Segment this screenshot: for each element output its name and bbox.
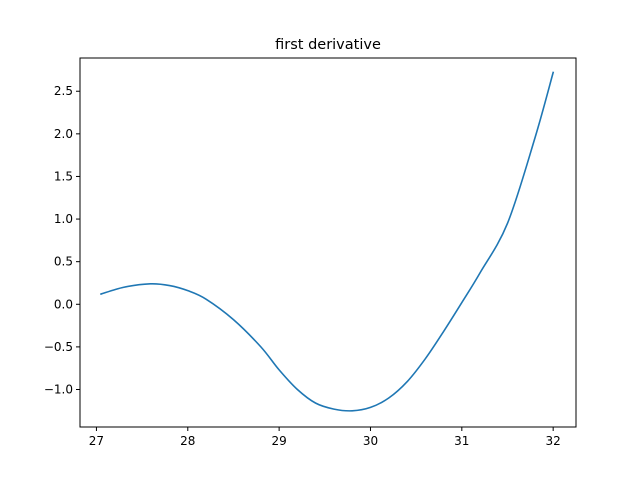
x-tick-label: 27 [89,434,104,448]
y-tick-label: 2.0 [54,127,73,141]
x-tick-label: 30 [363,434,378,448]
y-axis: −1.0 −0.5 0.0 0.5 1.0 1.5 2.0 2.5 [44,84,80,397]
y-tick-label: −1.0 [44,383,73,397]
chart-title: first derivative [275,37,381,53]
y-tick-label: 1.5 [54,169,73,183]
y-tick-label: 0.5 [54,255,73,269]
x-tick-label: 28 [180,434,195,448]
y-tick-label: 1.0 [54,212,73,226]
x-tick-label: 32 [546,434,561,448]
x-tick-label: 31 [454,434,469,448]
y-tick-label: 0.0 [54,297,73,311]
y-tick-label: −0.5 [44,340,73,354]
plot-frame [79,57,577,428]
series-layer [100,71,555,412]
x-tick-label: 29 [271,434,286,448]
y-tick-label: 2.5 [54,84,73,98]
x-axis: 27 28 29 30 31 32 [89,427,561,448]
series-line [100,71,555,412]
